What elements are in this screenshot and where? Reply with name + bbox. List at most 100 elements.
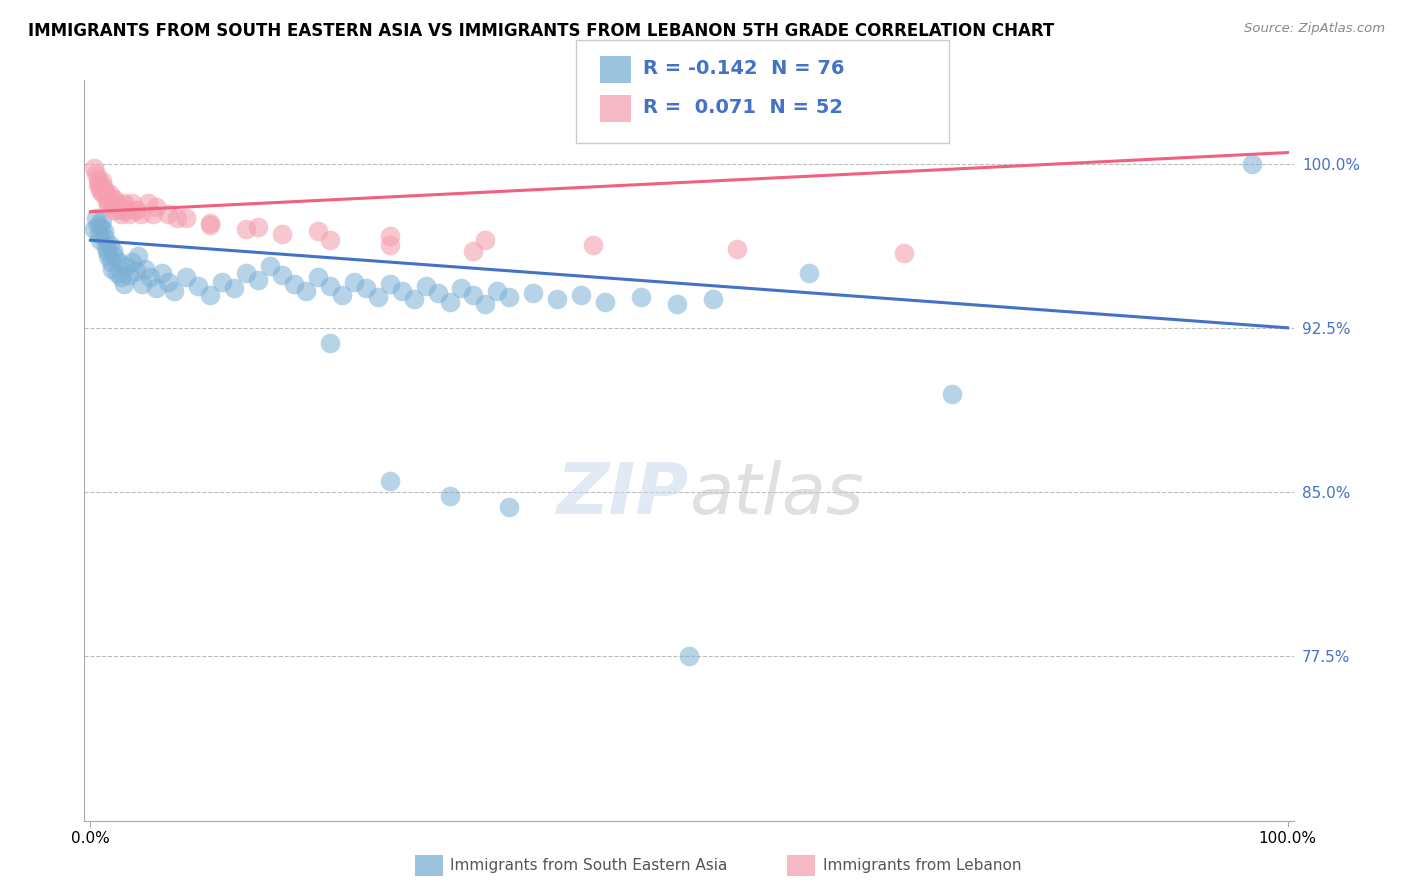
- Point: [127, 248, 149, 262]
- Point: [486, 284, 509, 298]
- Point: [941, 386, 963, 401]
- Point: [89, 180, 111, 194]
- Point: [118, 207, 141, 221]
- Point: [439, 490, 461, 504]
- Point: [105, 198, 128, 212]
- Point: [87, 176, 110, 190]
- Point: [307, 224, 329, 238]
- Point: [893, 246, 915, 260]
- Point: [319, 336, 342, 351]
- Point: [797, 266, 820, 280]
- Text: IMMIGRANTS FROM SOUTH EASTERN ASIA VS IMMIGRANTS FROM LEBANON 5TH GRADE CORRELAT: IMMIGRANTS FROM SOUTH EASTERN ASIA VS IM…: [28, 22, 1054, 40]
- Point: [125, 202, 148, 217]
- Point: [112, 196, 135, 211]
- Point: [105, 266, 128, 280]
- Point: [103, 192, 125, 206]
- Point: [283, 277, 305, 291]
- Point: [630, 290, 652, 304]
- Text: R =  0.071  N = 52: R = 0.071 N = 52: [643, 98, 842, 118]
- Text: ZIP: ZIP: [557, 460, 689, 529]
- Point: [474, 296, 496, 310]
- Point: [136, 196, 159, 211]
- Point: [100, 255, 122, 269]
- Point: [235, 222, 257, 236]
- Text: atlas: atlas: [689, 460, 863, 529]
- Point: [142, 207, 165, 221]
- Point: [94, 240, 117, 254]
- Point: [93, 231, 115, 245]
- Point: [222, 281, 245, 295]
- Point: [415, 279, 437, 293]
- Point: [665, 296, 688, 310]
- Point: [134, 261, 156, 276]
- Text: Immigrants from South Eastern Asia: Immigrants from South Eastern Asia: [450, 858, 727, 872]
- Point: [115, 202, 138, 217]
- Point: [145, 281, 167, 295]
- Point: [90, 185, 112, 199]
- Point: [121, 196, 143, 211]
- Point: [474, 233, 496, 247]
- Point: [97, 189, 120, 203]
- Point: [91, 185, 114, 199]
- Point: [86, 218, 108, 232]
- Point: [522, 285, 544, 300]
- Point: [378, 277, 401, 291]
- Point: [569, 288, 592, 302]
- Point: [246, 272, 269, 286]
- Point: [582, 237, 605, 252]
- Point: [378, 237, 401, 252]
- Point: [319, 233, 342, 247]
- Point: [86, 211, 108, 226]
- Point: [354, 281, 377, 295]
- Point: [94, 189, 117, 203]
- Point: [93, 180, 115, 194]
- Point: [86, 168, 108, 182]
- Point: [103, 248, 125, 262]
- Point: [270, 227, 292, 241]
- Point: [402, 293, 425, 307]
- Point: [198, 218, 221, 232]
- Point: [131, 277, 153, 291]
- Point: [101, 202, 124, 217]
- Point: [145, 200, 167, 214]
- Point: [378, 474, 401, 488]
- Point: [307, 270, 329, 285]
- Point: [110, 207, 132, 221]
- Point: [150, 266, 173, 280]
- Point: [678, 649, 700, 664]
- Text: Immigrants from Lebanon: Immigrants from Lebanon: [823, 858, 1021, 872]
- Point: [463, 288, 485, 302]
- Point: [96, 244, 118, 259]
- Point: [163, 284, 186, 298]
- Point: [270, 268, 292, 283]
- Point: [97, 198, 120, 212]
- Point: [112, 198, 135, 212]
- Point: [702, 293, 724, 307]
- Point: [101, 261, 124, 276]
- Point: [115, 260, 138, 274]
- Point: [125, 264, 148, 278]
- Point: [439, 294, 461, 309]
- Point: [187, 279, 209, 293]
- Point: [426, 285, 449, 300]
- Point: [108, 202, 131, 217]
- Point: [83, 222, 105, 236]
- Point: [93, 224, 115, 238]
- Point: [378, 228, 401, 243]
- Point: [87, 227, 110, 241]
- Point: [463, 244, 485, 259]
- Point: [498, 290, 520, 304]
- Point: [118, 268, 141, 283]
- Point: [1240, 156, 1263, 170]
- Point: [90, 220, 112, 235]
- Point: [198, 216, 221, 230]
- Point: [110, 270, 132, 285]
- Point: [498, 500, 520, 515]
- Point: [89, 233, 111, 247]
- Point: [103, 194, 125, 208]
- Point: [295, 284, 318, 298]
- Point: [174, 211, 197, 226]
- Point: [343, 275, 366, 289]
- Point: [93, 185, 115, 199]
- Point: [174, 270, 197, 285]
